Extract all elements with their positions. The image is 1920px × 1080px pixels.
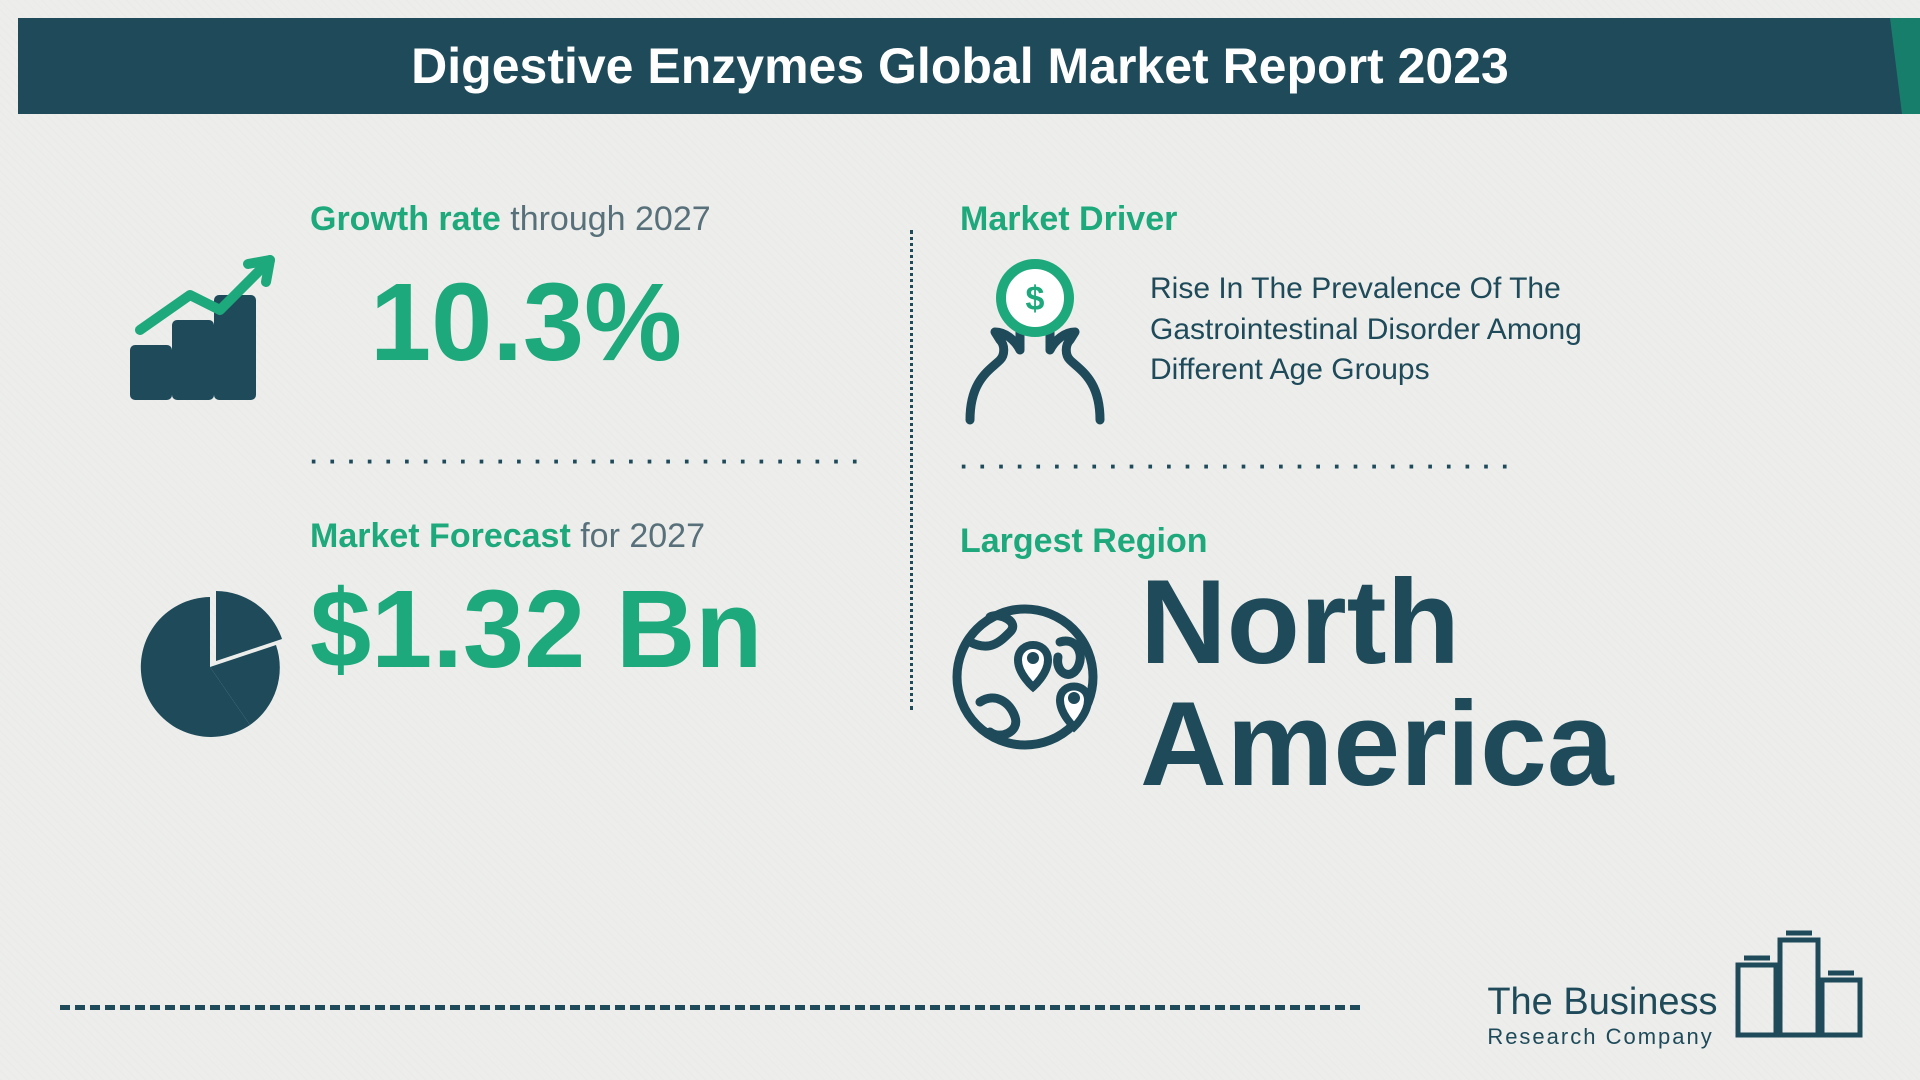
title-bar: Digestive Enzymes Global Market Report 2… bbox=[18, 18, 1902, 114]
growth-label-light: through 2027 bbox=[501, 200, 711, 238]
right-column: $ Market Driver Rise In The Prevalence O… bbox=[960, 200, 1720, 805]
growth-value: 10.3% bbox=[370, 259, 880, 386]
hands-coin-icon: $ bbox=[940, 250, 1130, 445]
dots-separator-left: ······························ bbox=[310, 446, 880, 477]
brand-logo-line1: The Business bbox=[1487, 981, 1717, 1024]
growth-icon bbox=[120, 240, 300, 415]
forecast-label-light: for 2027 bbox=[571, 517, 705, 555]
market-driver-block: $ Market Driver Rise In The Prevalence O… bbox=[960, 200, 1720, 391]
dots-separator-right: ······························ bbox=[960, 451, 1720, 482]
region-value-line2: America bbox=[1140, 677, 1614, 811]
forecast-block: Market Forecast for 2027 $1.32 Bn bbox=[120, 517, 880, 693]
largest-region-block: Largest Region North America bbox=[960, 522, 1720, 806]
brand-logo: The Business Research Company bbox=[1410, 925, 1870, 1050]
growth-label-strong: Growth rate bbox=[310, 200, 501, 238]
brand-logo-text: The Business Research Company bbox=[1487, 981, 1717, 1050]
left-column: Growth rate through 2027 10.3% ·········… bbox=[120, 200, 880, 693]
brand-logo-icon bbox=[1730, 925, 1870, 1050]
region-value: North America bbox=[1140, 561, 1720, 806]
bottom-dashed-line bbox=[60, 1005, 1360, 1010]
svg-text:$: $ bbox=[1026, 280, 1045, 318]
driver-label: Market Driver bbox=[960, 200, 1720, 239]
forecast-label: Market Forecast for 2027 bbox=[310, 517, 880, 556]
growth-rate-block: Growth rate through 2027 10.3% bbox=[120, 200, 880, 386]
vertical-separator bbox=[910, 230, 913, 710]
driver-description: Rise In The Prevalence Of The Gastrointe… bbox=[1150, 269, 1630, 391]
forecast-value: $1.32 Bn bbox=[310, 566, 880, 693]
pie-chart-icon bbox=[130, 587, 290, 752]
page-title: Digestive Enzymes Global Market Report 2… bbox=[411, 37, 1509, 95]
growth-label: Growth rate through 2027 bbox=[310, 200, 880, 239]
brand-logo-line2: Research Company bbox=[1487, 1024, 1717, 1050]
forecast-label-strong: Market Forecast bbox=[310, 517, 571, 555]
region-value-line1: North bbox=[1140, 555, 1460, 689]
globe-pins-icon bbox=[940, 582, 1120, 767]
